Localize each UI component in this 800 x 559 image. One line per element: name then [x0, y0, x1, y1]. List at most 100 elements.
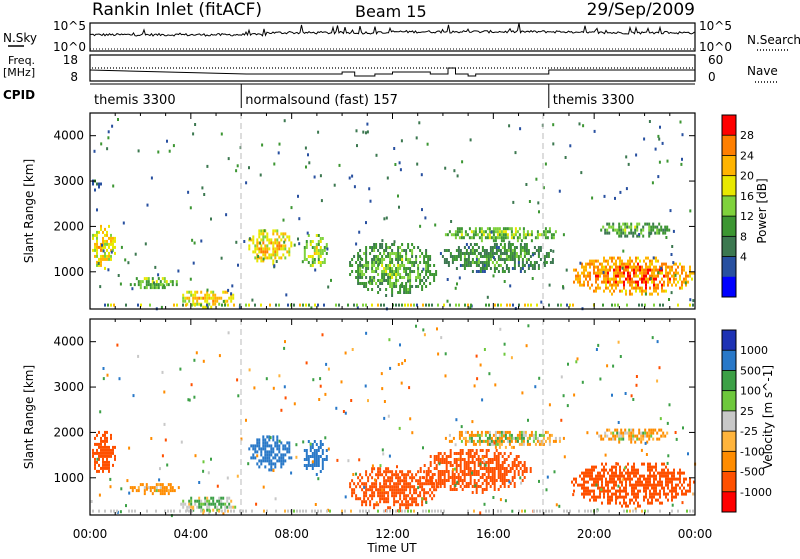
data-cell [443, 479, 446, 482]
data-cell [268, 468, 271, 472]
scatter-cell [511, 509, 514, 513]
scatter-cell [293, 402, 296, 406]
data-cell [581, 283, 583, 287]
data-cell [278, 456, 281, 460]
data-cell [147, 283, 150, 287]
data-cell [371, 497, 374, 501]
data-cell [589, 474, 591, 478]
data-cell [467, 252, 470, 255]
data-cell [599, 274, 601, 278]
data-cell [459, 255, 462, 258]
data-cell [518, 433, 521, 437]
data-cell [583, 483, 585, 487]
data-cell [108, 463, 110, 467]
data-cell [503, 470, 506, 473]
data-cell [147, 280, 150, 284]
ground-cell [110, 509, 112, 513]
scatter-cell [604, 453, 607, 457]
data-cell [664, 434, 667, 438]
data-cell [634, 231, 637, 235]
scatter-cell [110, 250, 113, 254]
data-cell [483, 267, 486, 270]
data-cell [467, 455, 470, 458]
data-cell [517, 255, 520, 258]
data-cell [623, 477, 625, 481]
data-cell [437, 458, 440, 461]
data-cell [645, 486, 647, 490]
data-cell [679, 480, 681, 484]
data-cell [621, 274, 623, 278]
scatter-cell [153, 281, 155, 285]
colorbar-tick-label: 12 [740, 210, 754, 223]
scatter-cell [189, 206, 192, 210]
ground-cell [167, 509, 169, 513]
data-cell [475, 488, 478, 491]
ground-cell [596, 509, 598, 513]
data-cell [355, 485, 358, 489]
data-cell [544, 233, 547, 237]
data-cell [461, 479, 464, 482]
data-cell [383, 485, 386, 489]
data-cell [658, 428, 661, 432]
data-cell [637, 283, 639, 287]
data-cell [492, 236, 495, 240]
scatter-cell [282, 218, 285, 222]
data-cell [461, 452, 464, 455]
data-cell [264, 250, 267, 254]
data-cell [643, 474, 645, 478]
data-cell [519, 255, 522, 258]
data-cell [663, 274, 665, 278]
data-cell [409, 258, 412, 261]
data-cell [96, 448, 98, 452]
data-cell [605, 268, 607, 272]
data-cell [601, 477, 603, 481]
scatter-cell [681, 501, 684, 505]
data-cell [573, 268, 575, 272]
scatter-cell [381, 239, 384, 243]
scatter-cell [327, 285, 330, 289]
ground-cell [548, 303, 550, 307]
data-cell [634, 228, 637, 232]
data-cell [459, 249, 462, 252]
data-cell [303, 458, 306, 461]
data-cell [655, 468, 657, 472]
scatter-cell [193, 358, 196, 362]
velocity-data [90, 324, 697, 518]
scatter-cell [437, 352, 440, 356]
data-cell [369, 488, 372, 492]
data-cell [365, 261, 368, 264]
data-cell [192, 302, 195, 306]
data-cell [315, 246, 318, 249]
data-cell [645, 262, 647, 266]
ground-cell [659, 509, 661, 513]
scatter-cell [348, 176, 351, 180]
data-cell [496, 233, 499, 237]
data-cell [475, 473, 478, 476]
data-cell [485, 449, 488, 452]
data-cell [673, 495, 675, 499]
data-cell [323, 249, 326, 252]
data-cell [500, 436, 503, 440]
data-cell [498, 233, 501, 237]
data-cell [100, 436, 102, 440]
data-cell [220, 296, 223, 300]
data-cell [262, 459, 265, 463]
data-cell [427, 482, 430, 486]
scatter-cell [552, 142, 555, 146]
data-cell [399, 479, 402, 483]
data-cell [623, 489, 625, 493]
ground-cell [692, 509, 694, 513]
data-cell [665, 483, 667, 487]
ground-cell [566, 509, 568, 513]
data-cell [465, 482, 468, 485]
data-cell [554, 436, 557, 440]
scatter-cell [499, 498, 502, 502]
data-cell [305, 258, 308, 261]
data-cell [619, 256, 621, 260]
data-cell [425, 473, 428, 476]
data-cell [192, 299, 195, 303]
data-cell [671, 265, 673, 269]
data-cell [591, 283, 593, 287]
data-cell [511, 252, 514, 255]
data-cell [155, 486, 158, 490]
